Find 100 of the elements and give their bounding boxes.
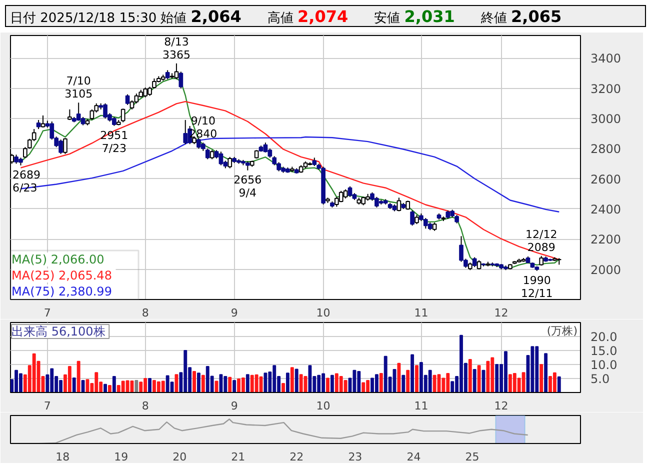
text: MA(5) 2,066.00 [12, 252, 104, 266]
bar [540, 364, 544, 392]
candlestick [68, 108, 72, 120]
x-tick-label: 21 [231, 450, 246, 464]
x-tick-label: 8 [142, 306, 149, 320]
candlestick [210, 150, 214, 160]
candlestick [40, 114, 46, 128]
bar [219, 374, 223, 392]
y-tick-label: 3400 [590, 52, 622, 66]
annotation: 8/13 3365 [162, 35, 190, 62]
bar [246, 374, 250, 392]
x-tick-label: 11 [414, 306, 428, 320]
candlestick [414, 214, 419, 225]
bar [495, 364, 499, 392]
candlestick [476, 260, 482, 270]
candlestick [183, 119, 188, 145]
bar [299, 374, 303, 392]
text: 終値 2,065 [480, 7, 562, 26]
bar [290, 367, 294, 392]
bar [14, 370, 18, 392]
x-tick-label: 24 [406, 450, 421, 464]
bar [557, 376, 561, 392]
x-tick-label: 12 [494, 306, 508, 320]
candlestick [36, 119, 41, 130]
bar [139, 382, 143, 392]
candlestick [205, 148, 210, 160]
bar [410, 354, 414, 392]
bar [112, 376, 116, 392]
candlestick [90, 108, 94, 120]
candlestick [120, 108, 126, 123]
y-tick-label: 10.0 [590, 358, 618, 372]
bar [522, 372, 526, 392]
bar [264, 372, 268, 392]
bar [374, 374, 378, 392]
x-tick-label: 7 [44, 400, 51, 412]
bar [286, 372, 290, 392]
bar [148, 378, 152, 392]
y-tick-label: 15.0 [590, 344, 618, 358]
bar [344, 380, 348, 392]
text: 高値 2,074 [267, 7, 348, 26]
candlestick [218, 151, 224, 166]
bar [68, 366, 72, 392]
x-tick-label: 10 [316, 306, 330, 320]
bar [308, 365, 312, 392]
text: 安値 2,031 [374, 7, 455, 26]
bar [486, 360, 490, 392]
y-tick-label: 2000 [590, 262, 622, 277]
bar [201, 374, 205, 392]
bar [174, 374, 178, 392]
x-tick-label: 8 [142, 400, 149, 412]
x-tick-label: 10 [316, 400, 330, 412]
candlestick [130, 100, 134, 110]
x-tick-label: 22 [290, 450, 304, 464]
bar [432, 374, 436, 392]
bar [108, 385, 112, 392]
x-tick-label: 9 [230, 306, 238, 320]
bar [72, 377, 76, 392]
annotation: 出来高 56,100株 [12, 324, 106, 338]
bar [282, 383, 285, 392]
x-tick-label: 23 [348, 450, 362, 464]
y-tick-label: 2800 [590, 142, 622, 156]
annotation: 7/10 3105 [64, 74, 93, 101]
candlestick [174, 62, 179, 80]
candlestick [178, 71, 184, 89]
candlestick [263, 142, 268, 153]
bar [362, 382, 366, 392]
bar [530, 346, 534, 392]
candlestick [472, 256, 477, 268]
candlestick [228, 156, 232, 169]
bar [104, 384, 107, 392]
x-tick-label: 19 [114, 450, 128, 464]
bar [76, 360, 80, 392]
text: MA(25) 2,065.48 [12, 268, 112, 282]
bar [472, 369, 476, 392]
bar [196, 372, 200, 392]
candlestick [343, 188, 348, 199]
x-tick-label: 18 [56, 450, 70, 464]
y-tick-label: 2600 [590, 172, 622, 186]
annotation: 12/12 2089 [525, 228, 558, 254]
x-tick-label: 11 [414, 400, 428, 412]
bar [330, 374, 334, 392]
bar [161, 380, 165, 392]
bar [552, 372, 556, 392]
y-tick-label: 2400 [590, 202, 622, 216]
bar [294, 368, 298, 392]
x-tick-label: 25 [465, 450, 480, 464]
candlestick [76, 102, 81, 122]
x-tick-label: 7 [44, 306, 51, 320]
x-tick-label: 9 [230, 400, 238, 412]
y-tick-label: 20.0 [590, 330, 618, 344]
bar [397, 362, 401, 392]
annotation: 1990 12/11 [521, 274, 553, 300]
text: 日付 2025/12/18 15:30 [10, 11, 157, 26]
bar [415, 365, 418, 392]
bar [544, 353, 548, 392]
y-axis-title: (万株) [546, 324, 578, 338]
y-tick-label: 3000 [590, 112, 622, 126]
text: MA(75) 2,380.99 [12, 284, 112, 298]
y-tick-label: 3200 [590, 82, 622, 96]
candlestick [125, 94, 130, 106]
